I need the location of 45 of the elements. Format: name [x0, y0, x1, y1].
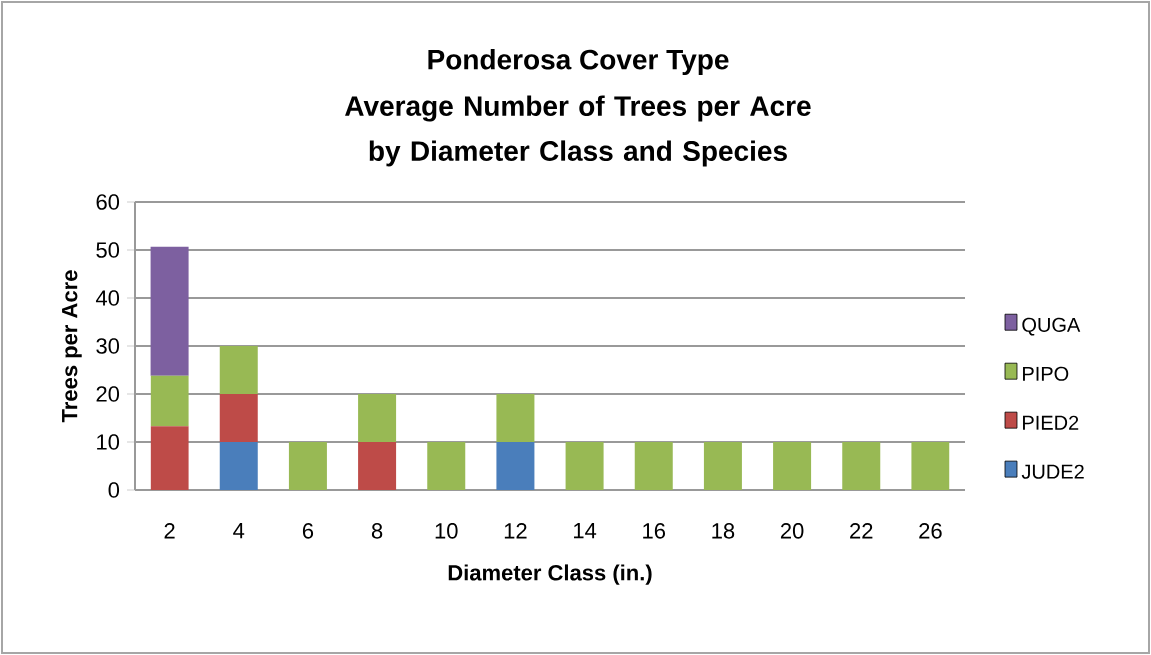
bar — [911, 442, 950, 491]
chart-subtitle: Average Number of Trees per Acre by Diameter Class and Species — [345, 95, 811, 167]
y-tick-label: 10 — [97, 434, 120, 450]
chart-title: Ponderosa Cover Type — [428, 48, 729, 76]
bar — [150, 375, 189, 427]
y-tick-label: 30 — [96, 338, 120, 354]
x-tick-label: 22 — [850, 523, 873, 539]
bar — [634, 442, 673, 491]
bar — [703, 442, 742, 491]
x-tick-label: 8 — [371, 523, 383, 539]
bar — [773, 442, 812, 491]
x-tick-label: 14 — [574, 523, 597, 539]
x-tick-label: 4 — [233, 523, 245, 539]
x-tick-label: 6 — [302, 523, 314, 539]
x-tick-label: 20 — [780, 523, 804, 539]
bar — [565, 442, 604, 491]
y-tick-label: 60 — [96, 194, 120, 210]
bar — [496, 394, 535, 443]
bar — [150, 246, 189, 376]
legend-label: PIED2 — [1023, 415, 1079, 430]
y-tick-label: 0 — [108, 482, 120, 498]
bar — [219, 394, 258, 443]
x-axis-title: Diameter Class (in.) — [448, 564, 652, 585]
bar — [358, 394, 397, 443]
legend-label: PIPO — [1023, 366, 1069, 381]
y-tick-label: 20 — [96, 386, 120, 402]
bar — [288, 442, 327, 491]
bar — [150, 426, 189, 491]
y-tick-label: 50 — [96, 242, 120, 258]
bar — [842, 442, 881, 491]
x-tick-label: 18 — [712, 523, 735, 539]
x-tick-label: 16 — [643, 523, 666, 539]
bar — [219, 346, 258, 395]
x-tick-label: 12 — [504, 523, 527, 539]
bar — [358, 442, 397, 491]
y-axis-title: Trees per Acre — [62, 270, 82, 423]
legend-label: QUGA — [1022, 317, 1081, 336]
x-tick-label: 10 — [435, 523, 458, 539]
bar — [496, 442, 535, 491]
x-tick-label: 2 — [164, 523, 175, 539]
y-tick-label: 40 — [95, 290, 120, 306]
bar — [219, 442, 258, 491]
bar — [427, 442, 466, 491]
legend-label: JUDE2 — [1021, 464, 1084, 479]
x-tick-label: 26 — [919, 523, 942, 539]
